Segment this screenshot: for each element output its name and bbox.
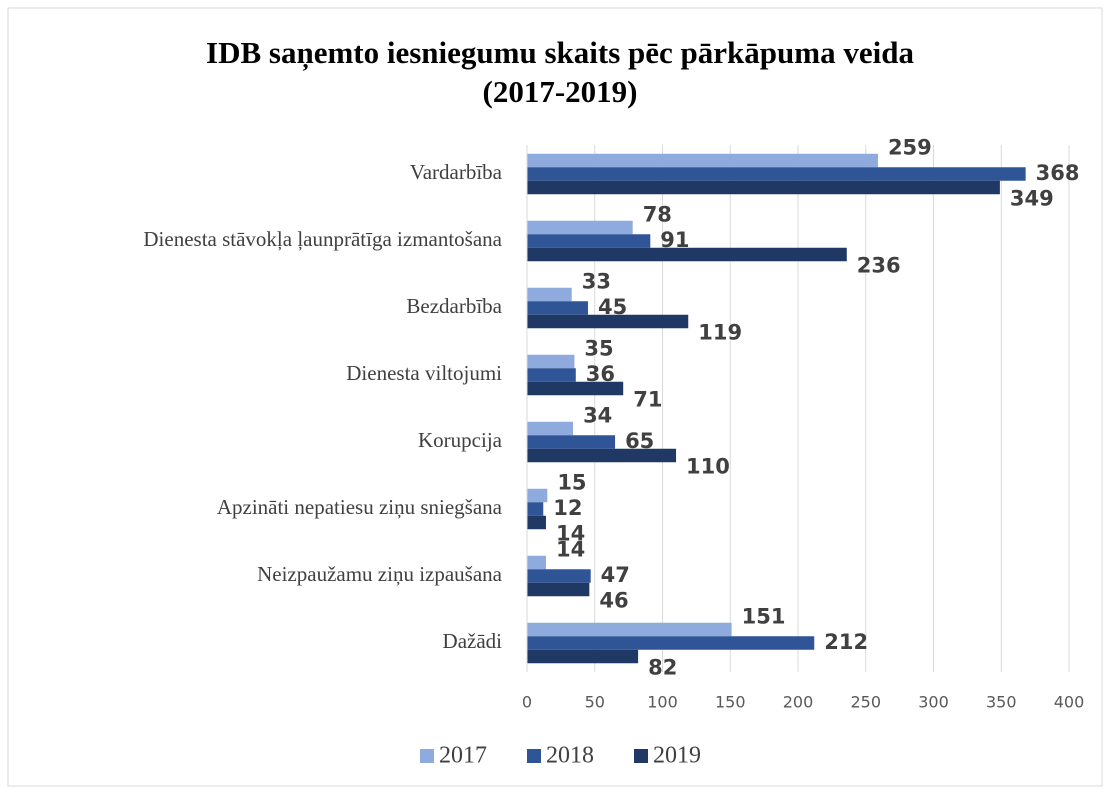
legend-swatch	[527, 749, 541, 763]
data-label: 14	[556, 538, 585, 562]
legend-label: 2017	[439, 743, 487, 769]
y-tick-label: Apzināti nepatiesu ziņu sniegšana	[217, 495, 503, 519]
bar	[527, 502, 544, 516]
bar	[527, 301, 588, 315]
data-label: 35	[584, 337, 613, 361]
bar	[527, 180, 1000, 195]
legend-swatch	[420, 749, 434, 763]
data-label: 15	[557, 471, 586, 495]
chart-subtitle: (2017-2019)	[483, 74, 638, 109]
bar	[527, 515, 546, 530]
data-label: 12	[553, 496, 582, 520]
data-label: 47	[601, 563, 630, 587]
bar	[527, 314, 689, 329]
legend-label: 2019	[653, 743, 701, 769]
bar	[527, 636, 815, 650]
x-tick-label: 50	[585, 693, 605, 712]
bar	[527, 555, 546, 570]
y-tick-label: Dienesta stāvokļa ļaunprātīga izmantošan…	[143, 227, 502, 251]
y-tick-label: Neizpaužamu ziņu izpaušana	[257, 562, 503, 586]
x-tick-label: 400	[1054, 693, 1085, 712]
bar	[527, 448, 677, 463]
data-label: 110	[686, 455, 730, 479]
bar	[527, 247, 847, 262]
data-label: 349	[1010, 187, 1054, 211]
bar	[527, 354, 575, 369]
y-tick-label: Dienesta viltojumi	[346, 361, 502, 385]
y-tick-label: Vardarbība	[410, 160, 503, 184]
x-tick-label: 300	[918, 693, 949, 712]
x-tick-label: 150	[715, 693, 746, 712]
x-tick-label: 100	[647, 693, 678, 712]
data-label: 33	[582, 270, 611, 294]
bar	[527, 234, 651, 248]
data-label: 71	[633, 388, 662, 412]
data-label: 212	[824, 630, 868, 654]
x-tick-label: 200	[783, 693, 814, 712]
data-label: 119	[698, 321, 742, 345]
bar	[527, 488, 548, 503]
bar	[527, 368, 576, 382]
data-label: 82	[648, 656, 677, 680]
bar	[527, 569, 591, 583]
bar	[527, 649, 639, 664]
data-label: 78	[643, 203, 672, 227]
data-label: 34	[583, 404, 612, 428]
y-tick-label: Korupcija	[418, 428, 503, 452]
legend-swatch	[634, 749, 648, 763]
bar	[527, 582, 590, 597]
data-label: 151	[742, 605, 786, 629]
bar	[527, 622, 732, 637]
y-tick-label: Dažādi	[443, 629, 503, 653]
x-tick-label: 350	[986, 693, 1017, 712]
data-label: 259	[888, 136, 932, 160]
data-label: 46	[599, 589, 628, 613]
bar	[527, 287, 572, 302]
legend-label: 2018	[546, 743, 594, 769]
data-label: 14	[556, 522, 585, 546]
data-label: 236	[857, 254, 901, 278]
bar	[527, 421, 574, 436]
bar	[527, 153, 878, 168]
x-tick-label: 0	[522, 693, 532, 712]
chart-title: IDB saņemto iesniegumu skaits pēc pārkāp…	[206, 35, 914, 71]
data-label: 368	[1036, 161, 1080, 185]
bar	[527, 435, 616, 449]
bar	[527, 381, 624, 396]
chart-border	[7, 7, 1103, 787]
bar	[527, 167, 1026, 181]
bar	[527, 220, 633, 235]
y-tick-label: Bezdarbība	[406, 294, 502, 318]
x-tick-label: 250	[850, 693, 881, 712]
